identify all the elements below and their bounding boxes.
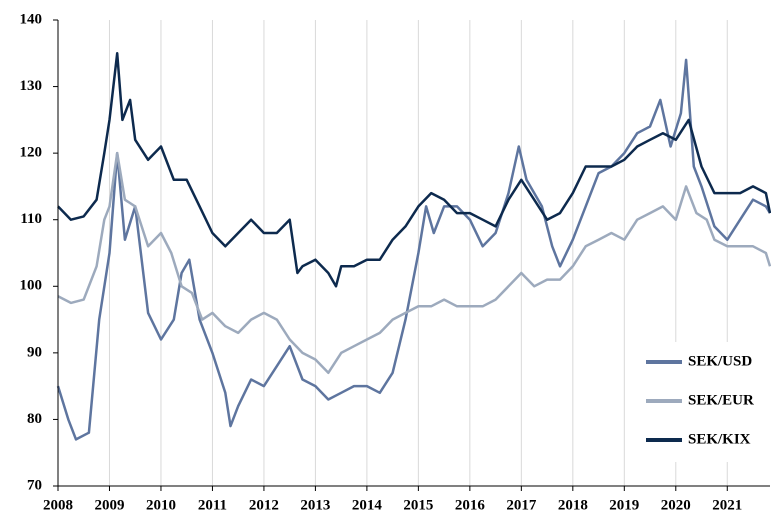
y-tick-label: 120 bbox=[20, 145, 43, 161]
x-tick-label: 2010 bbox=[146, 497, 176, 513]
x-tick-label: 2017 bbox=[506, 497, 537, 513]
legend-label: SEK/KIX bbox=[688, 431, 751, 447]
x-tick-label: 2015 bbox=[403, 497, 433, 513]
y-tick-label: 70 bbox=[27, 477, 42, 493]
y-tick-label: 140 bbox=[20, 11, 43, 27]
y-tick-label: 90 bbox=[27, 344, 42, 360]
x-tick-label: 2016 bbox=[455, 497, 486, 513]
x-tick-label: 2009 bbox=[94, 497, 124, 513]
y-tick-label: 110 bbox=[20, 211, 42, 227]
x-tick-label: 2018 bbox=[558, 497, 588, 513]
series-line bbox=[57, 52, 771, 288]
x-tick-label: 2020 bbox=[661, 497, 691, 513]
x-tick-label: 2014 bbox=[352, 497, 383, 513]
x-tick-label: 2021 bbox=[712, 497, 742, 513]
x-tick-label: 2011 bbox=[198, 497, 227, 513]
y-tick-label: 80 bbox=[27, 411, 42, 427]
series-line bbox=[57, 151, 771, 375]
legend-label: SEK/EUR bbox=[688, 392, 754, 408]
y-tick-label: 100 bbox=[20, 278, 43, 294]
series-line bbox=[56, 58, 771, 441]
x-tick-label: 2008 bbox=[43, 497, 73, 513]
legend-label: SEK/USD bbox=[688, 353, 752, 369]
x-tick-label: 2013 bbox=[300, 497, 330, 513]
x-tick-label: 2012 bbox=[249, 497, 279, 513]
y-tick-label: 130 bbox=[20, 78, 43, 94]
x-tick-label: 2019 bbox=[609, 497, 639, 513]
